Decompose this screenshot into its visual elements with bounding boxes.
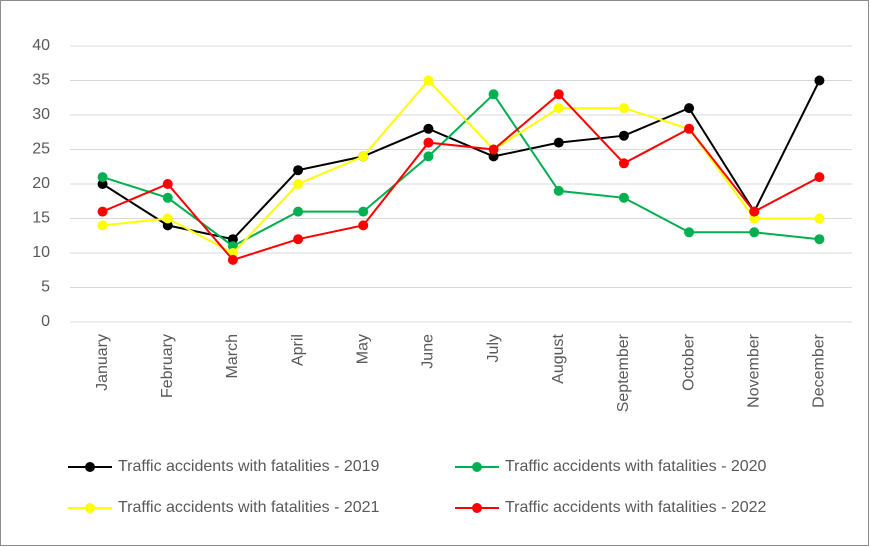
series-line <box>102 92 820 248</box>
legend-marker <box>472 462 482 472</box>
x-tick-label: May <box>354 334 371 364</box>
point <box>423 123 434 134</box>
point <box>97 206 108 217</box>
point <box>618 103 629 114</box>
x-tick-label: September <box>615 333 632 412</box>
point <box>749 227 760 238</box>
legend-label: Traffic accidents with fatalities - 2022 <box>505 499 767 516</box>
point <box>488 89 499 100</box>
legend-label: Traffic accidents with fatalities - 2021 <box>118 499 380 516</box>
point <box>814 234 825 245</box>
point <box>553 89 564 100</box>
point <box>618 158 629 169</box>
legend-marker <box>472 503 482 513</box>
point <box>293 165 304 176</box>
series-line <box>102 92 820 262</box>
point <box>293 206 304 217</box>
point <box>684 227 695 238</box>
point <box>488 151 499 162</box>
point <box>684 103 695 114</box>
x-tick-label: August <box>550 333 567 383</box>
point <box>358 151 369 162</box>
point <box>423 151 434 162</box>
point <box>749 213 760 224</box>
legend-marker <box>85 503 95 513</box>
point <box>618 192 629 203</box>
point <box>162 179 173 189</box>
point <box>814 172 825 183</box>
point <box>227 234 238 245</box>
point <box>293 234 304 245</box>
point <box>814 213 825 224</box>
x-tick-label: October <box>680 333 697 391</box>
point <box>162 192 173 203</box>
point <box>553 185 564 196</box>
point <box>553 137 564 148</box>
legend-marker <box>85 462 95 472</box>
point <box>227 241 238 252</box>
x-tick-label: February <box>159 334 176 398</box>
point <box>814 75 825 86</box>
y-tick-label: 15 <box>32 210 50 227</box>
x-tick-label: April <box>289 334 306 366</box>
y-tick-label: 10 <box>32 244 50 261</box>
point <box>97 179 108 189</box>
point <box>227 254 238 265</box>
y-tick-label: 25 <box>32 141 50 158</box>
point <box>749 206 760 217</box>
point <box>488 144 499 155</box>
point <box>553 103 564 114</box>
point <box>162 213 173 224</box>
x-tick-label: July <box>485 334 502 362</box>
point <box>423 137 434 148</box>
point <box>423 75 434 86</box>
x-tick-label: November <box>745 333 762 407</box>
point <box>358 206 369 217</box>
x-tick-label: June <box>420 334 437 369</box>
x-tick-label: December <box>811 333 828 407</box>
y-tick-label: 30 <box>32 106 50 123</box>
legend-label: Traffic accidents with fatalities - 2019 <box>118 458 380 475</box>
point <box>684 123 695 134</box>
y-tick-label: 5 <box>41 279 50 296</box>
point <box>97 172 108 183</box>
y-tick-label: 40 <box>32 37 50 54</box>
point <box>293 179 304 189</box>
y-tick-label: 20 <box>32 175 50 192</box>
point <box>97 220 108 231</box>
point <box>358 220 369 231</box>
x-tick-label: March <box>224 334 241 378</box>
y-tick-label: 0 <box>41 313 50 330</box>
y-tick-label: 35 <box>32 72 50 89</box>
point <box>618 130 629 141</box>
x-tick-label: January <box>94 334 111 391</box>
point <box>162 220 173 231</box>
legend-label: Traffic accidents with fatalities - 2020 <box>505 458 767 475</box>
